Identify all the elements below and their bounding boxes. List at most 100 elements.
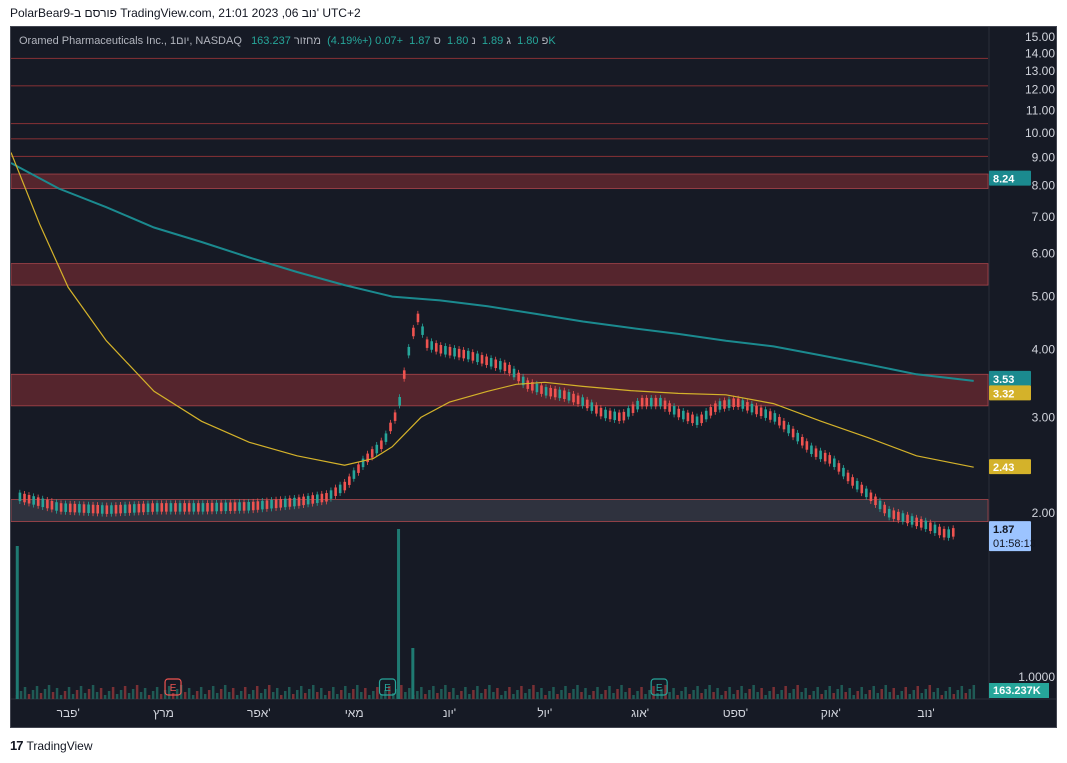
volume-bar: [171, 693, 175, 699]
price-tag-box: [989, 370, 1031, 386]
candle-body: [165, 503, 168, 512]
chart-frame[interactable]: E E E 15.00 14.00 13.00 12.00 11.00 10.00 9.00 8.0…: [10, 26, 1057, 728]
volume-spike-2: [411, 648, 415, 699]
candle-body: [942, 528, 946, 538]
candle-body: [650, 397, 653, 407]
candle-body: [206, 503, 209, 512]
candle-body: [128, 504, 132, 513]
candle-body: [133, 504, 136, 513]
x-tick-label: אוק': [821, 706, 841, 720]
candle-body: [567, 392, 571, 401]
volume-bar: [239, 691, 243, 699]
volume-bar: [43, 689, 47, 699]
candle-body: [178, 503, 182, 512]
candle-body: [316, 494, 319, 503]
candle-body: [183, 503, 186, 512]
legend-change: +0.07 (+4.19%): [327, 35, 403, 47]
y-tick-label: 1.0000: [1018, 670, 1055, 684]
volume-bar: [860, 687, 863, 699]
volume-bar: [904, 687, 908, 699]
candle-body: [151, 503, 154, 512]
candle-body: [686, 412, 690, 422]
volume-bar: [472, 690, 475, 699]
candle-body: [36, 497, 40, 506]
candle-body: [407, 346, 411, 356]
volume-bar: [780, 690, 783, 699]
candle-body: [764, 409, 767, 418]
candle-body: [499, 361, 502, 370]
candle-body: [778, 416, 781, 426]
volume-bar: [432, 686, 435, 699]
candle-body: [146, 503, 150, 512]
candle-body: [915, 517, 918, 527]
candle-body: [828, 455, 832, 464]
volume-bar: [704, 689, 707, 699]
price-tag-label: 8.24: [993, 174, 1015, 186]
volume-bar: [336, 694, 339, 699]
footer: 17 TradingView: [10, 738, 93, 753]
candle-body: [471, 352, 475, 361]
volume-bar: [195, 691, 199, 699]
footer-brand: TradingView: [26, 738, 93, 753]
candle-body: [119, 504, 122, 514]
volume-bar: [628, 688, 631, 699]
earnings-marker-letter: E: [384, 683, 391, 694]
volume-bar: [900, 691, 903, 699]
candle-body: [819, 450, 822, 460]
candle-body: [782, 420, 786, 430]
volume-bar: [139, 692, 143, 699]
candle-body: [110, 505, 113, 514]
price-tag-box: [989, 521, 1031, 552]
volume-bar: [724, 691, 727, 699]
tradingview-logo-icon: 17: [10, 738, 24, 753]
candle-body: [416, 313, 420, 323]
volume-bar: [884, 685, 887, 699]
volume-bar: [740, 686, 743, 699]
candle-body: [384, 433, 388, 442]
candle-body: [334, 487, 337, 496]
candle-body: [791, 428, 795, 438]
legend-high: 1.89: [481, 35, 504, 47]
volume-bar: [99, 688, 103, 699]
volume-bar: [696, 686, 699, 699]
candle-body: [187, 503, 191, 512]
candle-body: [704, 410, 708, 420]
candle-body: [599, 407, 603, 417]
candle-body: [755, 405, 758, 415]
candle-body: [288, 498, 292, 507]
candle-body: [576, 395, 580, 405]
candle-body: [718, 401, 722, 410]
volume-bar: [83, 693, 87, 699]
volume-bar: [756, 692, 759, 699]
chart-canvas[interactable]: E E E 15.00 14.00 13.00 12.00 11.00 10.00 9.00 8.0…: [11, 27, 1056, 727]
candle-body: [654, 397, 658, 407]
candle-body: [311, 495, 315, 504]
candle-body: [709, 407, 713, 416]
candle-body: [434, 343, 438, 352]
volume-bar: [964, 693, 968, 699]
candle-body: [137, 503, 141, 513]
volume-bar: [684, 687, 687, 699]
volume-bar: [480, 693, 483, 699]
candle-body: [714, 403, 717, 412]
volume-bar: [31, 690, 35, 699]
volume-bar: [119, 690, 123, 699]
candle-body: [636, 400, 639, 410]
volume-bar: [464, 687, 467, 699]
volume-bar: [107, 691, 111, 699]
candle-body: [860, 484, 864, 494]
volume-bar: [512, 694, 515, 699]
candle-body: [933, 524, 937, 534]
earnings-marker-letter: E: [656, 683, 663, 694]
x-tick-label: פבר': [57, 706, 80, 720]
volume-bar: [796, 685, 799, 699]
candle-body: [251, 501, 255, 511]
x-tick-label: יול': [537, 706, 552, 720]
volume-bar: [816, 687, 819, 699]
candle-body: [46, 499, 49, 509]
volume-bar: [784, 686, 787, 699]
price-tag-box: [989, 170, 1031, 186]
candle-body: [238, 502, 241, 511]
volume-bar: [452, 688, 455, 699]
price-tag-box: [989, 385, 1031, 401]
